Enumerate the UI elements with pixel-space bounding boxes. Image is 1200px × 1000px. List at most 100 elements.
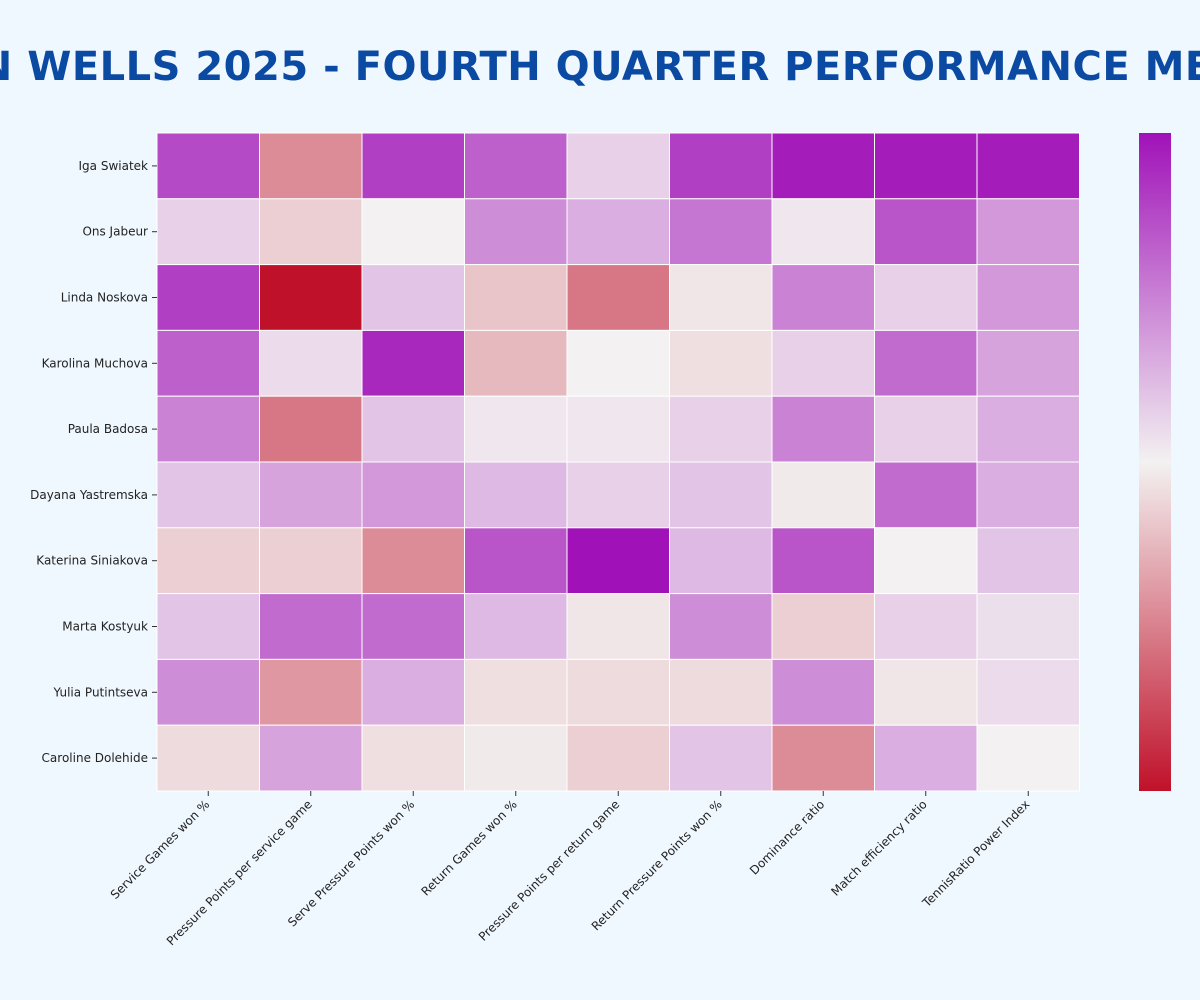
row-label: Katerina Siniakova	[36, 554, 148, 568]
heatmap-cell	[566, 132, 670, 200]
colorbar	[1139, 133, 1171, 791]
heatmap-cell	[361, 593, 465, 660]
heatmap-cell	[566, 395, 670, 463]
heatmap-cell	[874, 593, 978, 660]
heatmap-cell	[156, 724, 260, 792]
heatmap-cell	[976, 593, 1080, 660]
heatmap-cell	[771, 264, 875, 331]
heatmap-cell	[156, 593, 260, 660]
heatmap-cell	[771, 198, 875, 266]
heatmap-cell	[464, 198, 568, 266]
heatmap-cell	[669, 527, 773, 595]
heatmap-cell	[464, 593, 568, 660]
heatmap-cell	[361, 461, 465, 529]
heatmap-cell	[156, 132, 260, 200]
heatmap-cell	[259, 658, 363, 726]
column-label: Return Games won %	[418, 797, 519, 898]
heatmap-cell	[771, 527, 875, 595]
heatmap-cell	[874, 395, 978, 463]
row-label: Yulia Putintseva	[53, 685, 148, 699]
heatmap-cell	[669, 132, 773, 200]
heatmap-cell	[976, 395, 1080, 463]
heatmap-cell	[464, 527, 568, 595]
heatmap-cell	[771, 132, 875, 200]
row-label: Marta Kostyuk	[62, 620, 148, 634]
heatmap-cell	[771, 461, 875, 529]
heatmap-cell	[874, 329, 978, 397]
heatmap-cell	[361, 198, 465, 266]
heatmap-cell	[976, 132, 1080, 200]
heatmap-cell	[771, 395, 875, 463]
heatmap-cell	[566, 264, 670, 331]
heatmap-cell	[464, 461, 568, 529]
heatmap-cell	[361, 658, 465, 726]
heatmap-cell	[874, 461, 978, 529]
heatmap-cell	[156, 527, 260, 595]
heatmap-cell	[669, 724, 773, 792]
heatmap-cell	[976, 724, 1080, 792]
heatmap-cell	[259, 461, 363, 529]
heatmap-cell	[464, 132, 568, 200]
chart-title: INDIAN WELLS 2025 - FOURTH QUARTER PERFO…	[0, 44, 1200, 90]
heatmap-cell	[156, 264, 260, 331]
column-label: Dominance ratio	[747, 797, 827, 877]
heatmap-cell	[259, 132, 363, 200]
heatmap-cell	[771, 593, 875, 660]
heatmap-cells	[156, 132, 1080, 792]
heatmap-cell	[976, 461, 1080, 529]
heatmap-cell	[669, 593, 773, 660]
heatmap-cell	[566, 461, 670, 529]
heatmap-cell	[361, 132, 465, 200]
heatmap-cell	[566, 724, 670, 792]
heatmap-cell	[259, 395, 363, 463]
heatmap-cell	[874, 527, 978, 595]
column-labels: Service Games won %Pressure Points per s…	[108, 791, 1032, 948]
row-label: Ons Jabeur	[82, 225, 148, 239]
heatmap-cell	[259, 329, 363, 397]
heatmap-cell	[464, 395, 568, 463]
heatmap-cell	[976, 527, 1080, 595]
heatmap-cell	[669, 461, 773, 529]
heatmap-cell	[361, 264, 465, 331]
heatmap-cell	[156, 461, 260, 529]
heatmap-cell	[669, 658, 773, 726]
heatmap-cell	[976, 264, 1080, 331]
heatmap-cell	[669, 198, 773, 266]
heatmap-cell	[156, 198, 260, 266]
heatmap-cell	[874, 658, 978, 726]
row-label: Iga Swiatek	[79, 159, 149, 173]
heatmap-cell	[566, 658, 670, 726]
heatmap-cell	[874, 264, 978, 331]
heatmap-cell	[566, 527, 670, 595]
row-label: Caroline Dolehide	[42, 751, 148, 765]
row-label: Dayana Yastremska	[30, 488, 148, 502]
column-label: TennisRatio Power Index	[919, 797, 1032, 910]
heatmap-cell	[156, 395, 260, 463]
heatmap-cell	[259, 198, 363, 266]
heatmap-cell	[669, 329, 773, 397]
heatmap-cell	[156, 329, 260, 397]
heatmap-cell	[464, 329, 568, 397]
heatmap-cell	[259, 264, 363, 331]
heatmap-cell	[566, 329, 670, 397]
heatmap-cell	[259, 724, 363, 792]
heatmap-cell	[976, 198, 1080, 266]
heatmap-cell	[874, 132, 978, 200]
heatmap-cell	[259, 593, 363, 660]
row-labels: Iga Swiatek Ons Jabeur Linda Noskova Karoli…	[30, 159, 157, 765]
row-label: Linda Noskova	[61, 291, 148, 305]
row-label: Karolina Muchova	[42, 356, 148, 370]
column-label: Match efficiency ratio	[828, 797, 929, 898]
heatmap-cell	[361, 724, 465, 792]
heatmap-cell	[669, 395, 773, 463]
heatmap-cell	[361, 329, 465, 397]
heatmap-cell	[669, 264, 773, 331]
heatmap-cell	[771, 724, 875, 792]
heatmap-cell	[361, 527, 465, 595]
heatmap-cell	[464, 264, 568, 331]
heatmap-cell	[259, 527, 363, 595]
column-label: Service Games won %	[108, 797, 213, 902]
heatmap-cell	[566, 593, 670, 660]
heatmap-cell	[976, 658, 1080, 726]
